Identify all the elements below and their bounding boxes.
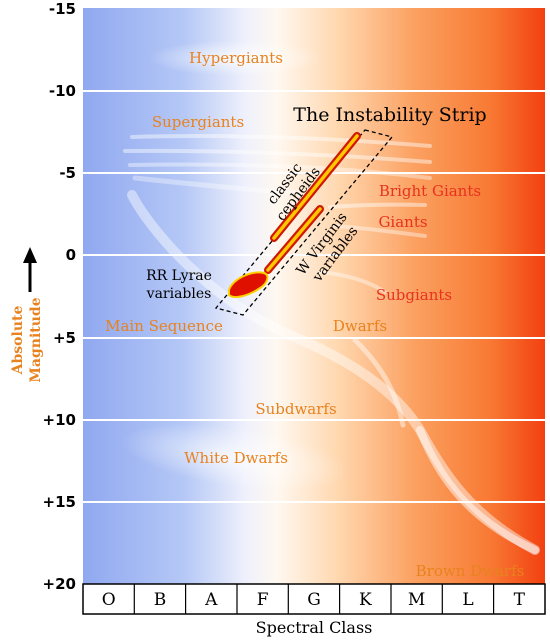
- instability-strip-title: The Instability Strip: [293, 104, 486, 126]
- x-tick-m: M: [408, 590, 425, 610]
- supergiant-streak: [130, 134, 432, 148]
- rr-lyrae-label-line1: RR Lyrae: [146, 268, 212, 284]
- label-supergiants: Supergiants: [152, 113, 244, 131]
- x-tick-a: A: [204, 590, 218, 610]
- y-tick-plus5: +5: [53, 329, 76, 347]
- w-virginis-band-core: [266, 207, 322, 272]
- subgiant-streak: [318, 270, 387, 294]
- label-dwarfs: Dwarfs: [333, 317, 387, 335]
- label-bright-giants: Bright Giants: [379, 182, 481, 200]
- x-tick-labels: O B A F G K M L T: [102, 590, 526, 610]
- label-giants: Giants: [378, 213, 427, 231]
- y-tick-plus20: +20: [43, 575, 76, 593]
- x-tick-t: T: [514, 590, 526, 610]
- x-tick-l: L: [462, 590, 473, 610]
- label-main-sequence: Main Sequence: [105, 317, 223, 335]
- y-tick-0: 0: [66, 246, 76, 264]
- x-tick-o: O: [102, 590, 116, 610]
- brown-dwarf-tail: [416, 426, 539, 554]
- y-tick-plus10: +10: [43, 411, 76, 429]
- label-white-dwarfs: White Dwarfs: [184, 449, 288, 467]
- x-tick-k: K: [359, 590, 372, 610]
- subdwarf-band: [352, 337, 406, 428]
- x-tick-g: G: [307, 590, 321, 610]
- white-dwarfs-region: [121, 423, 349, 491]
- y-tick-minus15: -15: [49, 0, 76, 18]
- y-tick-minus5: -5: [59, 164, 76, 182]
- giant-branches: [123, 134, 432, 294]
- supergiant-streak: [123, 148, 432, 164]
- label-hypergiants: Hypergiants: [189, 49, 283, 67]
- y-axis-title: Absolute Magnitude: [10, 297, 44, 382]
- up-arrow-icon: [23, 247, 37, 292]
- bright-giant-streak: [328, 202, 427, 209]
- rr-lyrae-blob: [228, 271, 269, 298]
- y-axis-title-line2: Magnitude: [28, 297, 44, 382]
- label-subdwarfs: Subdwarfs: [255, 400, 336, 418]
- y-tick-minus10: -10: [49, 82, 76, 100]
- label-subgiants: Subgiants: [376, 286, 452, 304]
- supergiant-streak: [128, 162, 432, 180]
- giant-streak: [333, 224, 427, 238]
- giant-streak: [132, 175, 303, 196]
- x-tick-b: B: [154, 590, 167, 610]
- x-axis-cells: [82, 583, 546, 615]
- y-axis-title-line1: Absolute: [10, 306, 26, 376]
- rr-lyrae-label-line2: variables: [146, 286, 212, 302]
- x-tick-f: F: [257, 590, 269, 610]
- hypergiants-region: [148, 40, 324, 76]
- y-tick-labels: -15 -10 -5 0 +5 +10 +15 +20: [43, 0, 76, 593]
- y-tick-plus15: +15: [43, 493, 76, 511]
- label-brown-dwarfs: Brown Dwarfs: [416, 562, 525, 580]
- cepheid-band-core: [272, 134, 359, 240]
- x-axis-title: Spectral Class: [256, 618, 373, 637]
- instability-strip-outline: [214, 129, 394, 316]
